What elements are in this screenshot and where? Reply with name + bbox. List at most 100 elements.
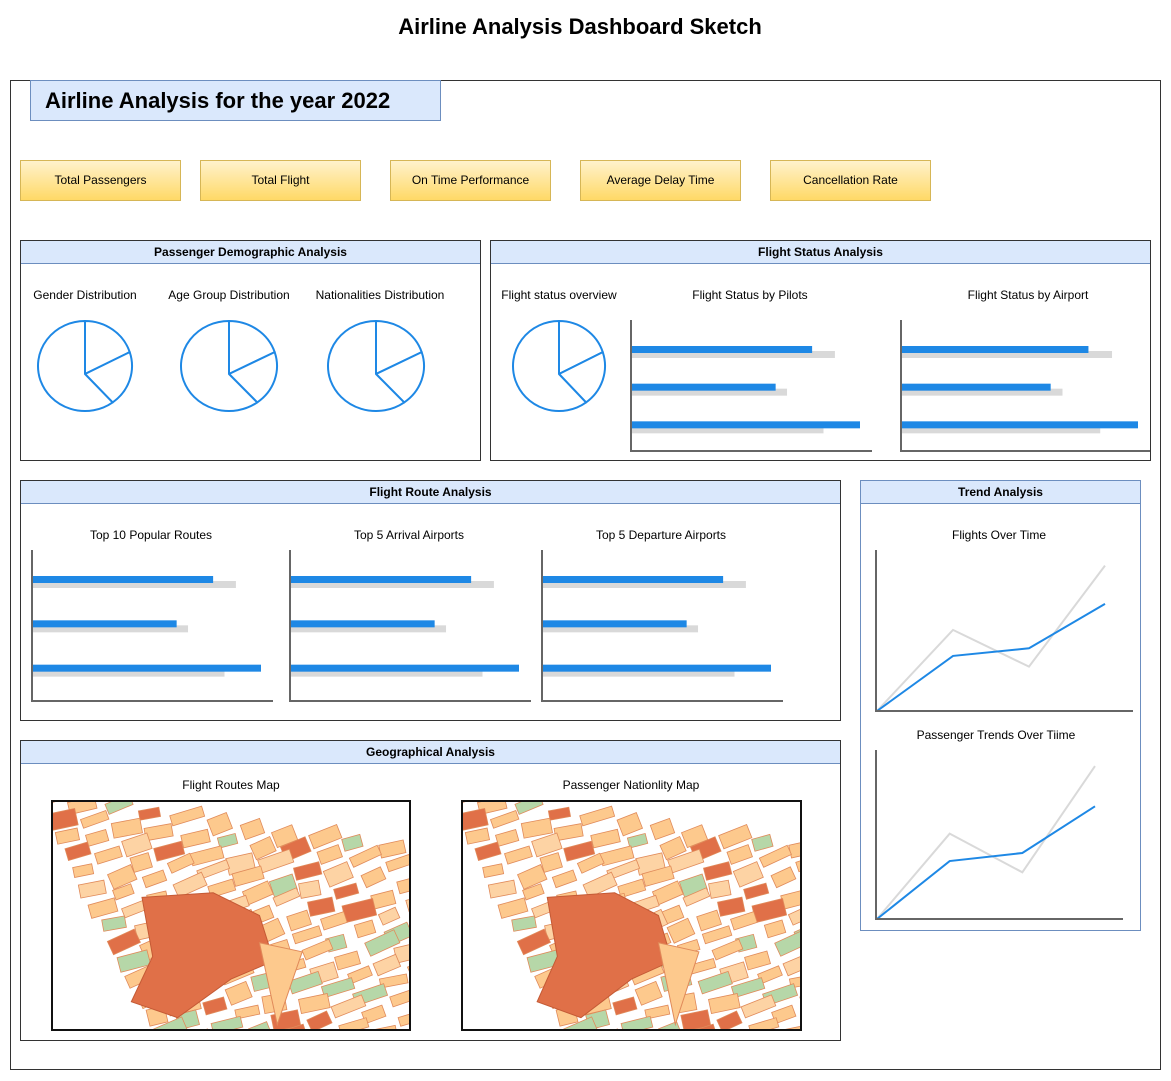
map-block — [711, 938, 744, 961]
map-block — [180, 828, 211, 849]
top-departure-bar-chart — [541, 550, 783, 702]
map-block — [740, 994, 777, 1019]
pie-slice — [558, 351, 606, 404]
map-block — [563, 1016, 598, 1029]
map-block — [378, 973, 409, 989]
bar-primary — [902, 346, 1089, 353]
map-block — [129, 852, 153, 873]
map-block — [463, 807, 489, 832]
map-block — [723, 1030, 749, 1031]
map-block — [659, 835, 687, 861]
map-block — [514, 802, 544, 815]
pie-slice — [37, 320, 114, 412]
bar-secondary — [33, 625, 189, 633]
map-block — [547, 806, 572, 821]
bar-primary — [632, 421, 860, 429]
map-block — [730, 911, 758, 931]
map-block — [495, 828, 520, 847]
map-block — [293, 861, 323, 881]
map-block — [112, 883, 135, 901]
pie-slice — [512, 320, 588, 412]
map-block — [64, 841, 92, 862]
map-block — [632, 1028, 670, 1029]
map-block — [353, 919, 377, 939]
age-group-pie-chart — [180, 320, 278, 412]
bar-secondary — [902, 426, 1101, 434]
passenger-nationality-map-label: Passenger Nationlity Map — [562, 778, 700, 792]
flight-route-panel-title: Flight Route Analysis — [21, 481, 840, 504]
map-block — [590, 828, 621, 849]
map-block — [313, 1030, 339, 1031]
map-block — [563, 840, 596, 862]
map-block — [79, 810, 110, 829]
bar-secondary — [33, 669, 225, 677]
map-block — [153, 840, 186, 862]
map-block — [576, 852, 605, 874]
map-block — [166, 852, 195, 874]
map-block — [334, 950, 362, 971]
map-block — [239, 817, 266, 841]
map-block — [291, 925, 323, 945]
map-block — [487, 879, 517, 899]
passenger-trends-line-chart — [875, 750, 1123, 920]
map-block — [101, 915, 127, 932]
map-block — [234, 1004, 261, 1020]
map-block — [374, 1024, 399, 1029]
map-block — [551, 869, 578, 889]
map-block — [306, 1010, 333, 1029]
map-block — [744, 950, 772, 971]
map-block — [716, 1010, 743, 1029]
kpi-total-passengers[interactable]: Total Passengers — [20, 160, 181, 201]
top-routes-label: Top 10 Popular Routes — [89, 528, 213, 542]
map-block — [389, 988, 409, 1008]
map-block — [106, 928, 141, 956]
map-block — [489, 810, 520, 829]
map-block — [644, 1004, 671, 1020]
bar-secondary — [543, 581, 746, 588]
map-block — [372, 953, 402, 977]
flight-status-pilots-bar-chart — [630, 320, 872, 452]
map-block — [308, 823, 343, 850]
kpi-cancellation-rate[interactable]: Cancellation Rate — [770, 160, 931, 201]
map-block — [666, 917, 696, 944]
map-block — [649, 817, 676, 841]
map-block — [539, 852, 563, 873]
kpi-total-flight[interactable]: Total Flight — [200, 160, 361, 201]
map-block — [301, 938, 334, 961]
bar-primary — [33, 664, 261, 672]
map-block — [116, 949, 152, 973]
map-block — [333, 882, 360, 900]
bar-primary — [902, 421, 1138, 429]
map-block — [172, 871, 208, 899]
map-block — [54, 827, 81, 845]
map-block — [634, 980, 663, 1006]
bar-secondary — [632, 426, 824, 434]
map-block — [286, 909, 312, 932]
flight-routes-map[interactable] — [51, 800, 411, 1031]
map-block — [708, 879, 732, 899]
map-block — [341, 833, 364, 852]
map-block — [377, 906, 401, 926]
passenger-trends-label: Passenger Trends Over Tiime — [916, 728, 1076, 742]
map-block — [616, 812, 644, 837]
map-block — [516, 928, 551, 956]
geographical-panel-title: Geographical Analysis — [21, 741, 840, 764]
passenger-nationality-map[interactable] — [461, 800, 802, 1031]
map-block — [137, 806, 162, 821]
map-block — [231, 865, 265, 887]
map-block — [258, 942, 303, 1027]
map-block — [153, 1016, 188, 1029]
map-block — [787, 906, 800, 926]
map-block — [743, 882, 770, 900]
flight-route-panel: Flight Route Analysis Top 10 Popular Rou… — [20, 480, 841, 721]
kpi-on-time-performance[interactable]: On Time Performance — [390, 160, 551, 201]
map-block — [732, 861, 764, 888]
map-block — [474, 841, 502, 862]
bar-primary — [291, 664, 519, 672]
map-block — [717, 896, 746, 917]
kpi-average-delay-time[interactable]: Average Delay Time — [580, 160, 741, 201]
dashboard-frame — [10, 80, 1161, 1070]
map-block — [85, 828, 110, 847]
map-block — [522, 883, 545, 901]
pie-slice — [228, 351, 278, 404]
